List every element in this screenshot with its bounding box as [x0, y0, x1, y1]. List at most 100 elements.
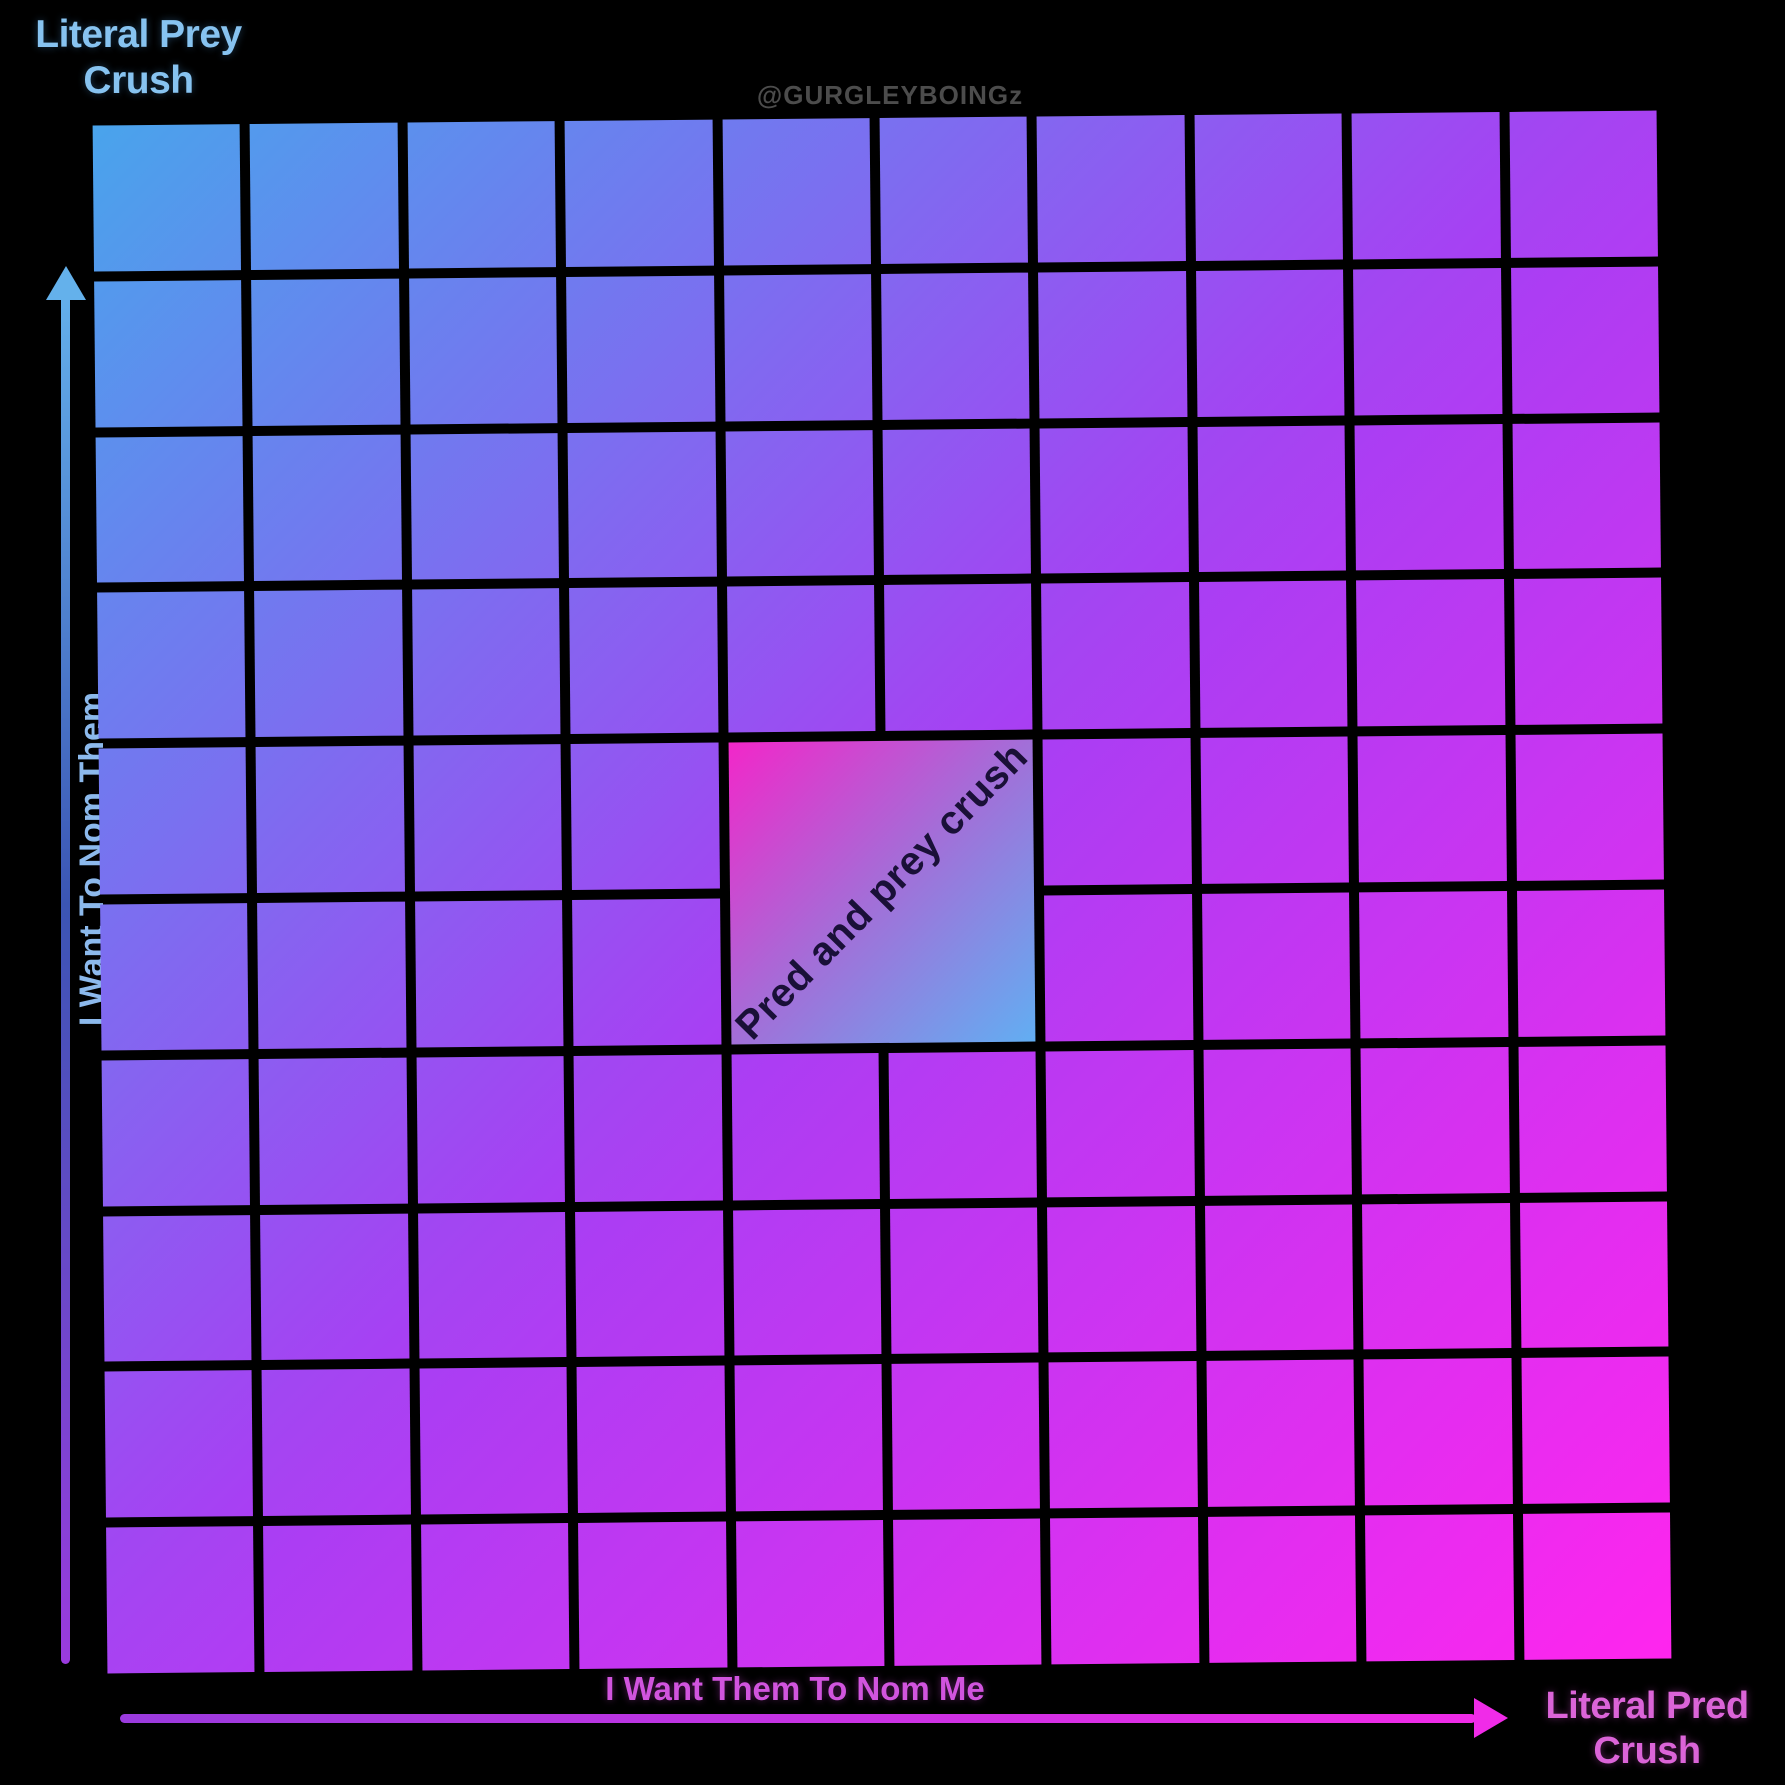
grid-cell: [414, 900, 564, 1048]
grid-cell: [1048, 1361, 1198, 1509]
grid-cell: [104, 1370, 254, 1518]
grid-cell: [1206, 1359, 1356, 1508]
grid-cell: [884, 583, 1033, 732]
grid-cell: [578, 1521, 728, 1669]
grid-cell: [576, 1365, 726, 1514]
grid-cell: [408, 276, 558, 425]
grid-cell: [1204, 1204, 1354, 1352]
grid-cell: [103, 1214, 252, 1362]
grid-cell: [725, 429, 874, 577]
grid-cell: [417, 1211, 567, 1359]
grid-cell: [722, 118, 871, 266]
grid-cell: [1516, 889, 1666, 1037]
grid-cell: [92, 124, 242, 272]
grid-cell: [1363, 1358, 1513, 1506]
grid-cell: [726, 585, 876, 733]
grid-cell: [888, 1051, 1038, 1199]
grid-cell: [254, 589, 404, 738]
grid-cell: [890, 1207, 1039, 1355]
grid-cell: [95, 435, 245, 583]
grid-cell: [564, 119, 714, 267]
grid-cell: [1036, 115, 1186, 263]
x-axis-line: [120, 1714, 1476, 1723]
grid-cell: [1519, 1201, 1669, 1349]
center-cell-label: Pred and prey crush: [727, 734, 1037, 1049]
grid-cell: [1038, 270, 1188, 419]
grid-cell: [1042, 738, 1192, 886]
grid-cell: [98, 747, 248, 895]
grid-cell: [257, 901, 407, 1049]
arrow-right-icon: [1474, 1698, 1508, 1738]
grid-cell: [1359, 891, 1509, 1039]
grid-cell: [1365, 1514, 1514, 1662]
y-axis-line: [61, 284, 70, 1664]
grid-cell: [1512, 422, 1661, 570]
grid-cell: [566, 275, 716, 423]
grid-cell: [573, 1054, 723, 1202]
grid-cell: [407, 121, 557, 269]
grid-cell: [1353, 267, 1503, 416]
grid-cell: [1041, 582, 1191, 730]
y-axis-max-label: Literal Prey Crush: [35, 13, 242, 103]
center-cell-pred-and-prey-crush: Pred and prey crush: [727, 735, 1036, 1049]
grid-cell: [893, 1518, 1042, 1666]
grid-cell: [260, 1213, 410, 1361]
grid-cell: [251, 278, 401, 426]
grid-cell: [413, 744, 563, 892]
grid-cell: [1360, 1046, 1510, 1194]
grid-cell: [891, 1362, 1041, 1511]
grid-cell: [106, 1526, 255, 1674]
grid-cell: [569, 586, 719, 735]
grid-cell: [1197, 425, 1347, 573]
grid-cell: [1510, 266, 1660, 414]
grid-cell: [419, 1367, 569, 1515]
grid-cell: [258, 1057, 408, 1205]
grid-cell: [249, 122, 399, 270]
grid-cell: [575, 1210, 725, 1358]
grid-cell: [101, 1058, 251, 1207]
grid-cell: [572, 898, 722, 1046]
grid-cell: [1198, 580, 1348, 729]
grid-cell: [1513, 577, 1663, 726]
grid-cell: [1044, 894, 1194, 1042]
grid-cell: [1509, 110, 1658, 258]
grid-cell: [1357, 735, 1507, 883]
grid-cell: [735, 1520, 885, 1668]
grid-cell: [255, 745, 405, 893]
grid-cell: [1356, 579, 1506, 727]
grid-cell: [1047, 1205, 1197, 1353]
grid-cell: [1521, 1356, 1670, 1505]
grid-cell: [100, 903, 249, 1051]
grid-cell: [881, 272, 1030, 420]
arrow-up-icon: [46, 266, 86, 300]
gradient-grid: Pred and prey crush: [92, 110, 1672, 1674]
grid-cell: [1201, 892, 1351, 1040]
grid-cell: [94, 279, 243, 428]
grid-cell: [1207, 1515, 1357, 1663]
grid-cell: [1362, 1202, 1512, 1350]
grid-cell: [1354, 423, 1504, 571]
watermark: @GURGLEYBOINGz: [756, 80, 1024, 110]
grid-cell: [261, 1368, 411, 1517]
grid-cell: [420, 1523, 570, 1671]
grid-cell: [416, 1055, 566, 1204]
grid-cell: [570, 742, 720, 890]
x-axis-max-label: Literal Pred Crush: [1545, 1685, 1749, 1772]
grid-cell: [879, 116, 1029, 264]
grid-cell: [1522, 1512, 1672, 1660]
grid-cell: [1050, 1517, 1200, 1665]
grid-cell: [734, 1364, 883, 1512]
grid-cell: [732, 1208, 882, 1356]
grid-cell: [97, 591, 246, 739]
grid-cell: [263, 1524, 413, 1672]
grid-cell: [1203, 1048, 1353, 1196]
grid-cell: [882, 428, 1032, 576]
grid-cell: [1045, 1049, 1195, 1198]
grid-cell: [410, 432, 560, 580]
grid-cell: [1195, 269, 1345, 417]
x-axis-label: I Want Them To Nom Me: [605, 1670, 985, 1707]
grid-cell: [1515, 733, 1664, 881]
grid-cell: [1039, 426, 1189, 574]
grid-cell: [1351, 112, 1501, 260]
